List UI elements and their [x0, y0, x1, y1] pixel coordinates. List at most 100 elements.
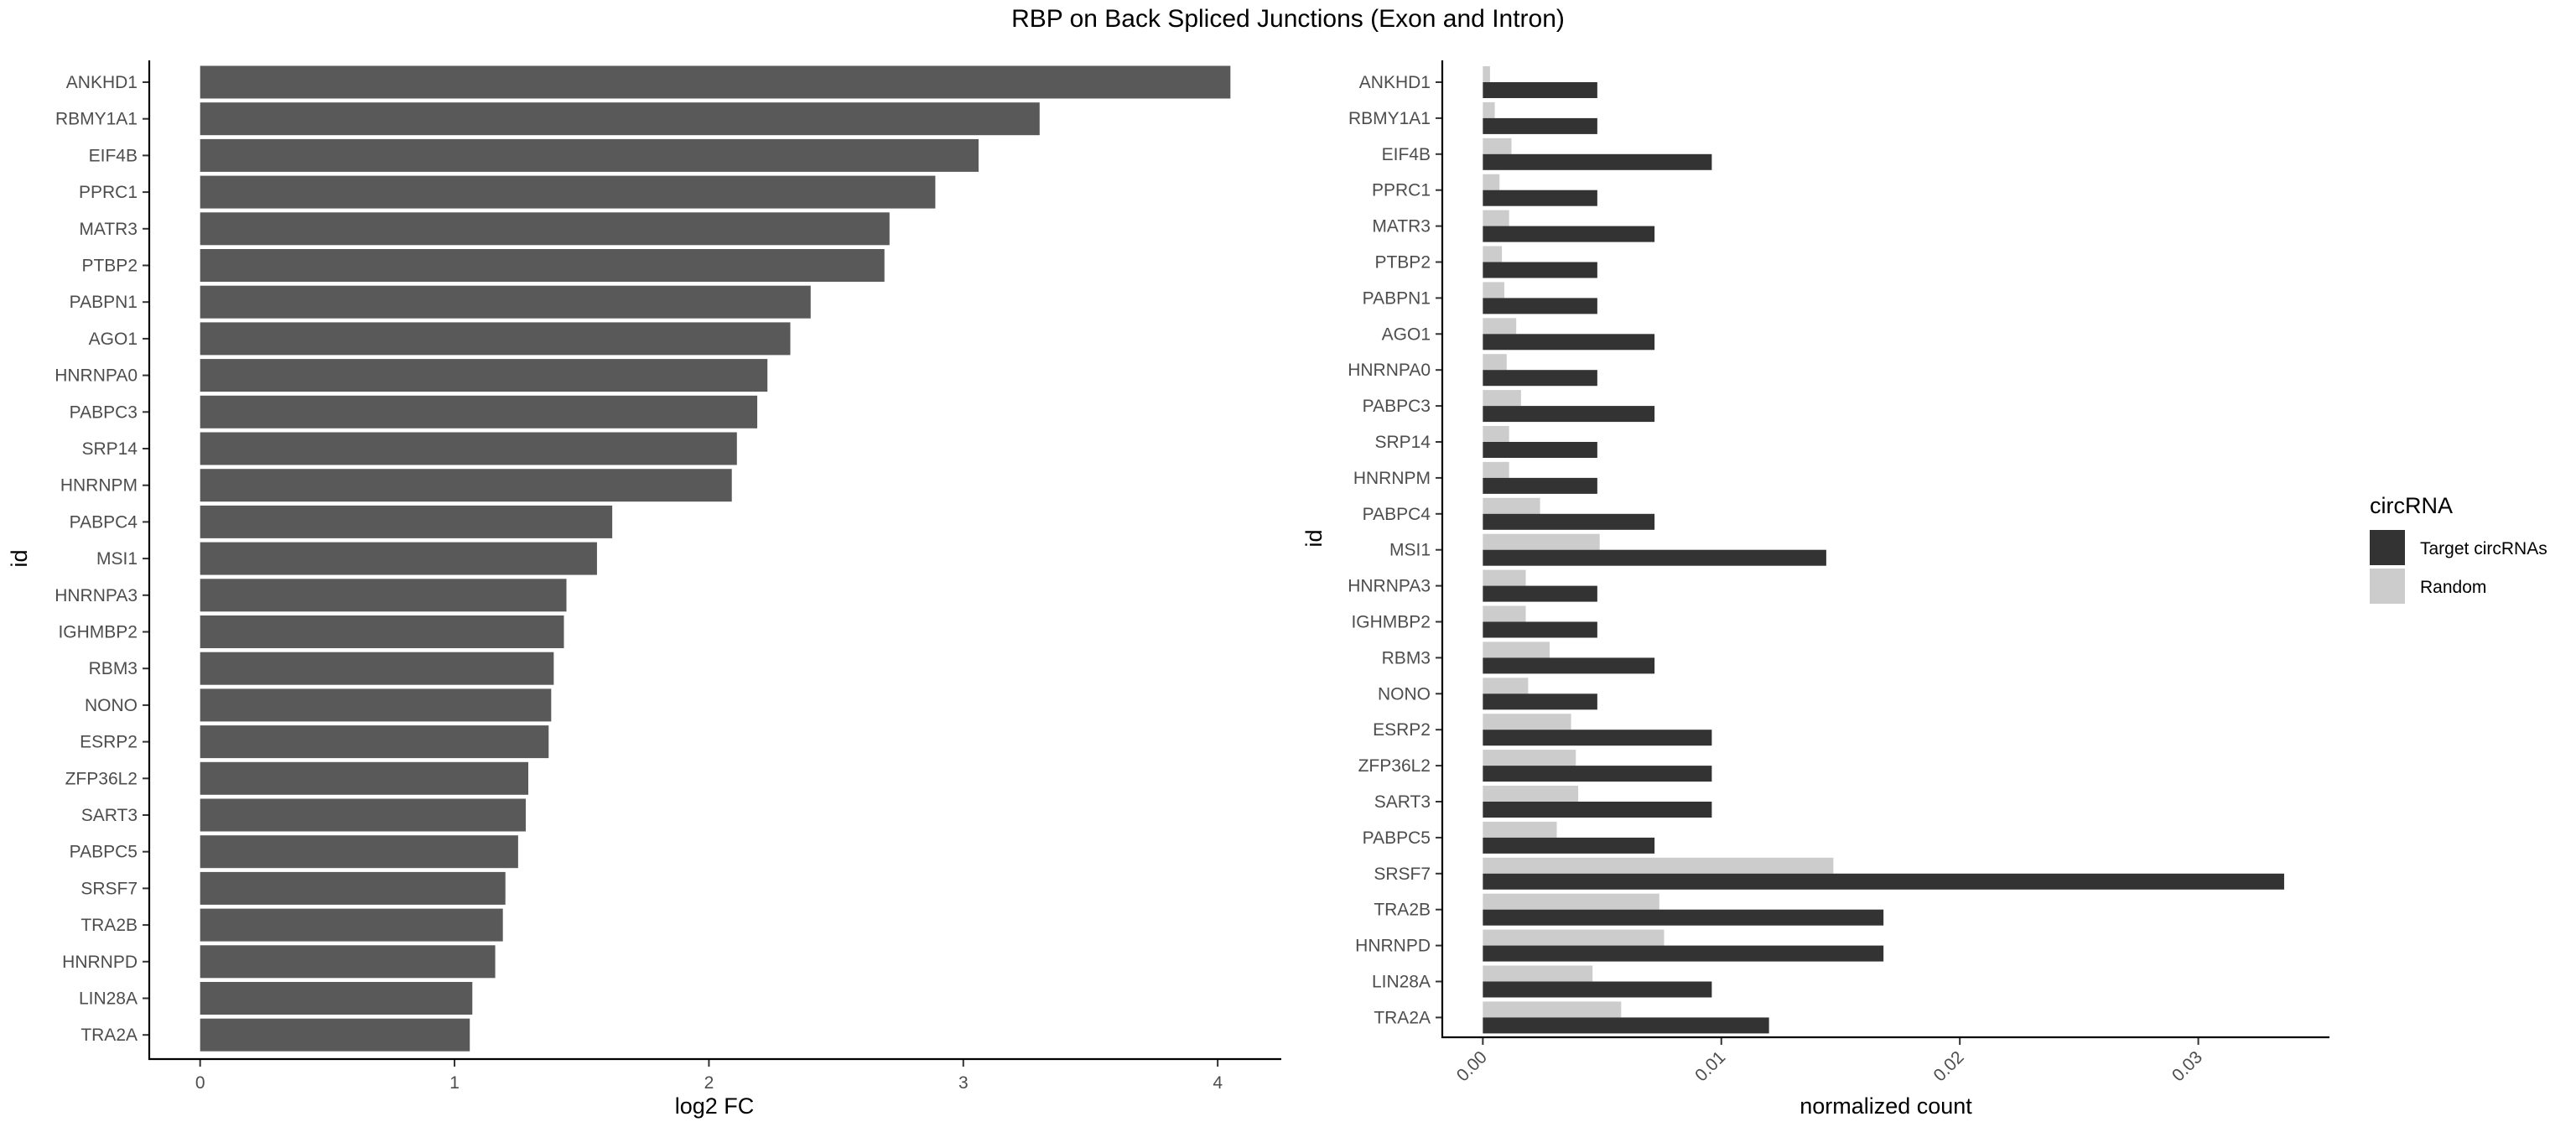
random-bar-hnrnpm — [1483, 461, 1509, 478]
legend-key-target-circrnas — [2370, 530, 2405, 565]
normalized-count-category-label-pabpc4: PABPC4 — [1363, 505, 1431, 524]
log2fc-x-tick-label-4: 4 — [1213, 1073, 1223, 1093]
random-bar-pabpc5 — [1483, 821, 1557, 838]
target-circrnas-bar-pabpc3 — [1483, 406, 1655, 423]
log2fc-bar-pabpn1 — [200, 285, 811, 319]
normalized-count-category-labels: ANKHD1 RBMY1A1 EIF4B PPRC1 MATR3 PTBP2 PABPN1 A… — [1348, 73, 1442, 1027]
target-circrnas-bar-hnrnpd — [1483, 945, 1884, 962]
normalized-count-category-label-lin28a: LIN28A — [1372, 973, 1431, 992]
target-circrnas-bar-zfp36l2 — [1483, 766, 1712, 782]
log2fc-category-label-srsf7: SRSF7 — [80, 879, 138, 898]
log2fc-bar-lin28a — [200, 982, 473, 1015]
target-circrnas-bar-pabpc5 — [1483, 837, 1655, 854]
normalized-count-panel: ANKHD1 RBMY1A1 EIF4B PPRC1 MATR3 PTBP2 PABPN1 A… — [1301, 60, 2329, 1119]
normalized-count-category-label-srp14: SRP14 — [1374, 433, 1431, 452]
normalized-count-category-label-srsf7: SRSF7 — [1374, 865, 1431, 884]
log2fc-category-label-hnrnpm: HNRNPM — [60, 476, 138, 496]
figure-title: RBP on Back Spliced Junctions (Exon and … — [1011, 5, 1565, 33]
log2fc-bar-srp14 — [200, 432, 737, 465]
random-bar-pabpc3 — [1483, 390, 1521, 407]
normalized-count-category-label-ighmbp2: IGHMBP2 — [1351, 613, 1431, 632]
target-circrnas-bar-msi1 — [1483, 549, 1826, 566]
log2fc-bar-pabpc4 — [200, 505, 613, 538]
log2fc-category-label-esrp2: ESRP2 — [80, 733, 138, 752]
normalized-count-category-label-pabpc3: PABPC3 — [1363, 397, 1431, 416]
normalized-count-category-label-pabpc5: PABPC5 — [1363, 828, 1431, 848]
random-bar-pprc1 — [1483, 174, 1500, 190]
random-bar-hnrnpa3 — [1483, 569, 1526, 586]
normalized-count-category-label-zfp36l2: ZFP36L2 — [1358, 756, 1431, 776]
log2fc-bar-ankhd1 — [200, 65, 1231, 99]
log2fc-category-label-msi1: MSI1 — [96, 549, 138, 569]
normalized-count-category-label-msi1: MSI1 — [1389, 541, 1431, 560]
random-bar-ankhd1 — [1483, 66, 1490, 82]
log2fc-y-axis-title: id — [7, 549, 32, 567]
random-bar-ago1 — [1483, 318, 1517, 335]
random-bar-tra2b — [1483, 893, 1659, 910]
random-bar-rbm3 — [1483, 641, 1550, 658]
log2fc-category-label-rbmy1a1: RBMY1A1 — [55, 110, 138, 129]
legend-title: circRNA — [2370, 493, 2453, 518]
normalized-count-category-label-ankhd1: ANKHD1 — [1359, 73, 1431, 92]
random-bar-msi1 — [1483, 533, 1600, 550]
log2fc-bars — [200, 65, 1231, 1052]
log2fc-bar-tra2b — [200, 908, 503, 942]
log2fc-bar-srsf7 — [200, 871, 506, 905]
log2fc-x-tick-label-0: 0 — [195, 1073, 205, 1093]
target-circrnas-bar-rbmy1a1 — [1483, 117, 1597, 134]
log2fc-category-label-rbm3: RBM3 — [89, 659, 138, 678]
target-circrnas-bar-hnrnpa3 — [1483, 585, 1597, 602]
log2fc-bar-pabpc3 — [200, 395, 758, 428]
log2fc-category-label-eif4b: EIF4B — [89, 146, 138, 165]
target-circrnas-bar-hnrnpa0 — [1483, 370, 1597, 387]
target-circrnas-bar-esrp2 — [1483, 730, 1712, 746]
log2fc-bar-zfp36l2 — [200, 761, 529, 795]
random-bar-eif4b — [1483, 138, 1512, 154]
target-circrnas-bar-ankhd1 — [1483, 82, 1597, 98]
log2fc-category-label-matr3: MATR3 — [79, 220, 138, 239]
random-bar-matr3 — [1483, 210, 1509, 226]
target-circrnas-bar-matr3 — [1483, 226, 1655, 242]
log2fc-category-labels: ANKHD1 RBMY1A1 EIF4B PPRC1 MATR3 PTBP2 PABPN1 A… — [55, 73, 149, 1045]
log2fc-bar-hnrnpm — [200, 469, 732, 502]
random-bar-zfp36l2 — [1483, 750, 1576, 766]
log2fc-category-label-hnrnpd: HNRNPD — [62, 953, 138, 972]
legend: circRNA Target circRNAs Random — [2370, 493, 2547, 604]
normalized-count-category-label-eif4b: EIF4B — [1382, 145, 1431, 164]
log2fc-x-tick-label-3: 3 — [958, 1073, 969, 1093]
log2fc-category-label-tra2a: TRA2A — [80, 1026, 138, 1045]
random-bar-ptbp2 — [1483, 246, 1503, 262]
log2fc-bar-matr3 — [200, 212, 890, 246]
normalized-count-category-label-sart3: SART3 — [1374, 792, 1431, 812]
log2fc-x-ticks: 0 1 2 3 4 — [195, 1060, 1223, 1093]
normalized-count-bars — [1483, 66, 2284, 1034]
log2fc-category-label-ago1: AGO1 — [89, 330, 138, 349]
legend-label-target-circrnas: Target circRNAs — [2420, 539, 2547, 558]
log2fc-bar-pprc1 — [200, 175, 936, 209]
random-bar-esrp2 — [1483, 714, 1571, 730]
normalized-count-category-label-tra2a: TRA2A — [1374, 1008, 1431, 1027]
normalized-count-category-label-hnrnpd: HNRNPD — [1355, 937, 1431, 956]
log2fc-bar-tra2a — [200, 1018, 470, 1052]
target-circrnas-bar-sart3 — [1483, 802, 1712, 818]
random-bar-hnrnpd — [1483, 929, 1665, 946]
target-circrnas-bar-pprc1 — [1483, 190, 1597, 206]
log2fc-bar-nono — [200, 688, 552, 722]
log2fc-category-label-pabpc5: PABPC5 — [70, 843, 138, 862]
legend-key-random — [2370, 569, 2405, 604]
target-circrnas-bar-lin28a — [1483, 981, 1712, 998]
normalized-count-category-label-nono: NONO — [1378, 684, 1431, 704]
target-circrnas-bar-nono — [1483, 693, 1597, 710]
log2fc-bar-eif4b — [200, 138, 979, 172]
target-circrnas-bar-ago1 — [1483, 334, 1655, 351]
target-circrnas-bar-hnrnpm — [1483, 477, 1597, 494]
target-circrnas-bar-eif4b — [1483, 153, 1712, 170]
normalized-count-category-label-ptbp2: PTBP2 — [1374, 253, 1431, 273]
normalized-count-category-label-tra2b: TRA2B — [1374, 901, 1431, 920]
target-circrnas-bar-tra2b — [1483, 909, 1884, 926]
log2fc-category-label-pabpc4: PABPC4 — [70, 512, 138, 532]
random-bar-srsf7 — [1483, 857, 1834, 874]
random-bar-ighmbp2 — [1483, 605, 1526, 622]
log2fc-category-label-hnrnpa3: HNRNPA3 — [55, 586, 138, 605]
random-bar-lin28a — [1483, 965, 1593, 982]
